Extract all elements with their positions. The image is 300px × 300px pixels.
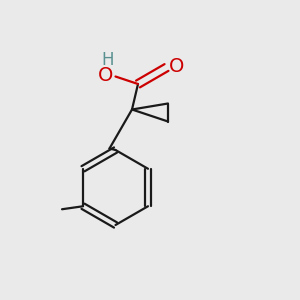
Text: O: O	[169, 57, 185, 76]
Text: O: O	[98, 66, 114, 85]
Text: H: H	[102, 51, 114, 69]
